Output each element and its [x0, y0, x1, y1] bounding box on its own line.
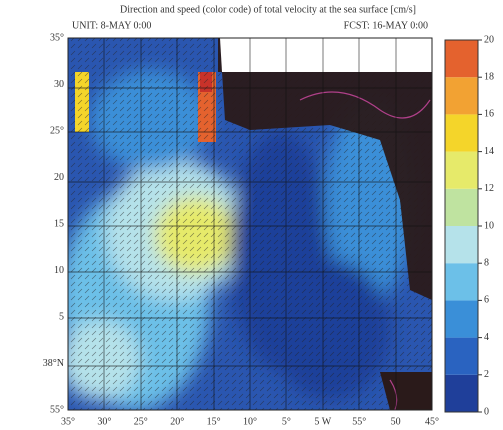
- lon-label: 20°: [170, 416, 184, 427]
- lon-label: 5°: [282, 416, 291, 427]
- colorbar-segment: [445, 226, 478, 264]
- colorbar-tick-label: 8: [484, 257, 489, 268]
- title: Direction and speed (color code) of tota…: [120, 4, 416, 15]
- colorbar-tick-label: 4: [484, 332, 489, 343]
- colorbar-segment: [445, 114, 478, 152]
- lat-label: 35°: [50, 32, 64, 43]
- lon-label: 50: [391, 416, 401, 427]
- colorbar-tick-label: 16: [484, 109, 494, 120]
- map-frame: [67, 37, 433, 411]
- colorbar-segment: [445, 263, 478, 301]
- colorbar-tick-label: 2: [484, 369, 489, 380]
- colorbar-segment: [445, 151, 478, 189]
- forecast-label: FCST: 16-MAY 0:00: [344, 20, 428, 31]
- colorbar-segment: [445, 40, 478, 78]
- colorbar-segment: [445, 337, 478, 375]
- lon-label: 25°: [134, 416, 148, 427]
- colorbar-tick-label: 20: [484, 34, 494, 45]
- colorbar-segment: [445, 300, 478, 338]
- lat-label: 15: [54, 218, 64, 229]
- lon-label: 35°: [61, 416, 75, 427]
- colorbar-segment: [445, 77, 478, 115]
- colorbar-tick-label: 18: [484, 71, 494, 82]
- colorbar-frame: [444, 39, 479, 413]
- lat-label: 25°: [50, 125, 64, 136]
- lat-label: 38°N: [43, 358, 64, 369]
- lat-label: 10: [54, 265, 64, 276]
- lat-label: 20: [54, 172, 64, 183]
- lon-label: 10°: [243, 416, 257, 427]
- lat-label: 30: [54, 79, 64, 90]
- velocity-field: [68, 38, 432, 410]
- lat-label: 5: [59, 311, 64, 322]
- colorbar-tick-label: 6: [484, 295, 489, 306]
- colorbar-segment: [445, 374, 478, 412]
- lon-label: 30°: [97, 416, 111, 427]
- colorbar-tick-label: 14: [484, 146, 494, 157]
- colorbar-tick-label: 10: [484, 220, 494, 231]
- lon-label: 5 W: [314, 416, 331, 427]
- lon-label: 15°: [207, 416, 221, 427]
- init-label: UNIT: 8-MAY 0:00: [72, 20, 151, 31]
- colorbar-segment: [445, 188, 478, 226]
- colorbar-tick-label: 0: [484, 406, 489, 417]
- lat-label: 55°: [50, 404, 64, 415]
- lon-label: 45°: [425, 416, 439, 427]
- lon-label: 55°: [352, 416, 366, 427]
- colorbar-tick-label: 12: [484, 183, 494, 194]
